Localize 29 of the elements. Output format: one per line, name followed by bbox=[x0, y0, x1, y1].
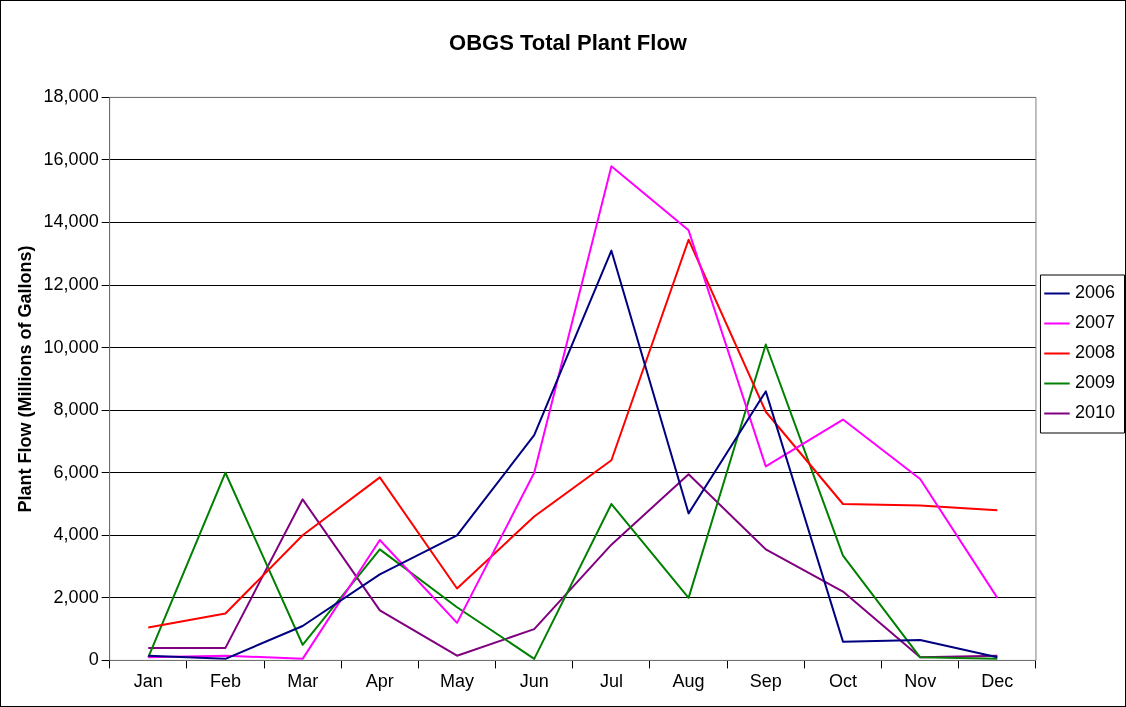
y-tick-label: 10,000 bbox=[43, 336, 99, 357]
y-tick-label: 16,000 bbox=[43, 148, 99, 169]
y-tick-label: 0 bbox=[88, 649, 99, 670]
x-tick-label: Dec bbox=[981, 671, 1014, 692]
x-tick-label: Feb bbox=[209, 671, 241, 692]
y-tick-label: 8,000 bbox=[53, 399, 99, 420]
x-tick-label: Nov bbox=[904, 671, 937, 692]
legend-label: 2009 bbox=[1074, 372, 1115, 393]
x-tick-label: Apr bbox=[365, 671, 394, 692]
y-tick-label: 2,000 bbox=[53, 586, 99, 607]
x-tick-label: Oct bbox=[828, 671, 857, 692]
x-tick-label: Mar bbox=[287, 671, 319, 692]
y-tick-label: 12,000 bbox=[43, 274, 99, 295]
x-tick-label: May bbox=[440, 671, 475, 692]
legend-label: 2006 bbox=[1074, 282, 1115, 303]
legend-label: 2007 bbox=[1074, 312, 1115, 333]
x-tick-label: Jun bbox=[519, 671, 549, 692]
x-tick-label: Jul bbox=[599, 671, 623, 692]
y-tick-label: 6,000 bbox=[53, 461, 99, 482]
chart-title: OBGS Total Plant Flow bbox=[449, 30, 688, 56]
legend-label: 2010 bbox=[1074, 402, 1115, 423]
y-axis-title: Plant Flow (Millions of Gallons) bbox=[14, 245, 35, 513]
y-tick-label: 18,000 bbox=[43, 86, 99, 107]
y-tick-label: 4,000 bbox=[53, 524, 99, 545]
legend-label: 2008 bbox=[1074, 342, 1115, 363]
x-tick-label: Aug bbox=[672, 671, 705, 692]
x-tick-label: Sep bbox=[749, 671, 782, 692]
x-tick-label: Jan bbox=[133, 671, 163, 692]
y-tick-label: 14,000 bbox=[43, 211, 99, 232]
